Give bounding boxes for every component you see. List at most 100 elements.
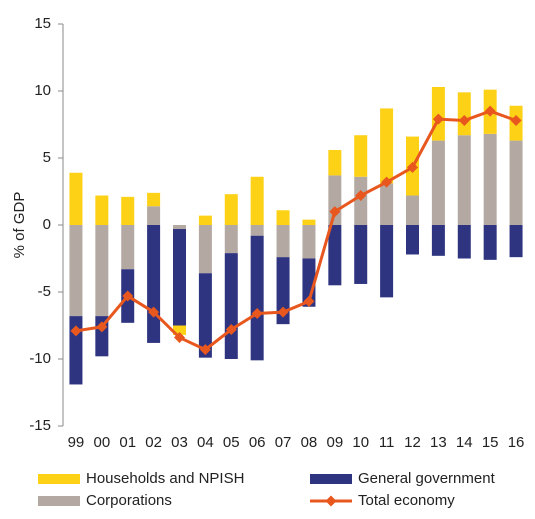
bar	[95, 195, 109, 225]
bar	[457, 92, 471, 136]
line-marker	[277, 306, 289, 318]
bar	[457, 135, 471, 225]
bar	[406, 225, 419, 255]
y-tick-label: -10	[29, 350, 51, 367]
line-marker	[199, 344, 211, 356]
bar	[173, 325, 186, 335]
bar	[457, 225, 471, 259]
bar	[121, 225, 135, 270]
x-tick-label: 14	[456, 434, 473, 451]
line	[75, 109, 517, 352]
bar	[198, 215, 212, 225]
line-marker	[303, 295, 315, 307]
line-marker	[70, 325, 82, 337]
y-axis-label: % of GDP	[11, 192, 28, 259]
bar	[250, 176, 264, 225]
x-tick-label: 99	[68, 434, 85, 451]
bar	[483, 225, 497, 260]
x-tick-label: 00	[93, 434, 110, 451]
bar	[509, 140, 523, 225]
bar	[250, 235, 264, 361]
bar	[483, 133, 497, 225]
line-marker	[381, 176, 393, 188]
bar	[69, 316, 83, 385]
line-marker	[329, 206, 341, 218]
line-marker	[148, 306, 160, 318]
legend-label: General government	[358, 470, 496, 487]
bar	[173, 229, 186, 326]
y-tick-label: 15	[34, 15, 51, 32]
x-tick-label: 08	[301, 434, 318, 451]
line-marker	[225, 324, 237, 336]
bar	[250, 225, 264, 236]
bar	[328, 149, 342, 176]
bar	[354, 225, 368, 284]
bar	[302, 225, 316, 259]
line-marker	[122, 290, 134, 302]
bar	[509, 225, 523, 258]
x-tick-label: 11	[379, 434, 395, 451]
line-marker	[484, 105, 496, 117]
x-tick-label: 02	[145, 434, 162, 451]
legend-swatch	[38, 496, 80, 506]
y-tick-label: 10	[34, 82, 51, 99]
y-tick-label: 5	[43, 149, 51, 166]
bar	[121, 196, 135, 225]
bar	[276, 210, 290, 225]
y-tick-label: -5	[38, 283, 51, 300]
bar	[69, 172, 83, 225]
bar	[380, 183, 394, 225]
bar	[147, 206, 161, 225]
x-tick-label: 04	[197, 434, 214, 451]
bar	[431, 225, 445, 256]
bar	[276, 257, 290, 325]
legend-swatch	[310, 474, 352, 484]
x-tick-label: 01	[119, 434, 136, 451]
bar	[328, 175, 342, 225]
bar	[224, 225, 238, 254]
bar	[431, 140, 445, 225]
legend-swatch	[38, 474, 80, 484]
x-tick-label: 03	[171, 434, 188, 451]
bar	[224, 194, 238, 225]
legend-swatch	[325, 495, 337, 507]
x-tick-label: 12	[404, 434, 421, 451]
bar	[147, 192, 161, 207]
x-tick-label: 15	[482, 434, 499, 451]
bar	[328, 225, 342, 286]
bar	[69, 225, 83, 317]
line-marker	[458, 114, 470, 126]
bar	[173, 225, 186, 230]
line-marker	[432, 113, 444, 125]
bar	[380, 108, 394, 184]
line-marker	[96, 321, 108, 333]
bar	[354, 135, 368, 177]
bar	[198, 225, 212, 274]
x-tick-label: 05	[223, 434, 240, 451]
legend-label: Total economy	[358, 492, 455, 509]
x-tick-label: 10	[352, 434, 369, 451]
bar	[95, 225, 109, 317]
line-marker	[407, 161, 418, 173]
x-tick-label: 06	[249, 434, 266, 451]
bar	[198, 273, 212, 358]
bar	[147, 225, 161, 343]
y-tick-label: -15	[29, 417, 51, 434]
line-marker	[251, 307, 263, 319]
bar	[302, 219, 316, 225]
x-tick-label: 13	[430, 434, 447, 451]
x-tick-label: 09	[326, 434, 343, 451]
line-marker	[355, 190, 367, 202]
bar	[224, 253, 238, 359]
x-tick-label: 07	[275, 434, 292, 451]
line-marker	[174, 332, 185, 344]
bar	[380, 225, 394, 298]
bar	[276, 225, 290, 258]
y-tick-label: 0	[43, 216, 51, 233]
line-marker	[510, 114, 522, 126]
x-tick-label: 16	[508, 434, 525, 451]
legend-label: Households and NPISH	[86, 470, 244, 487]
legend-label: Corporations	[86, 492, 172, 509]
bar	[406, 195, 419, 225]
